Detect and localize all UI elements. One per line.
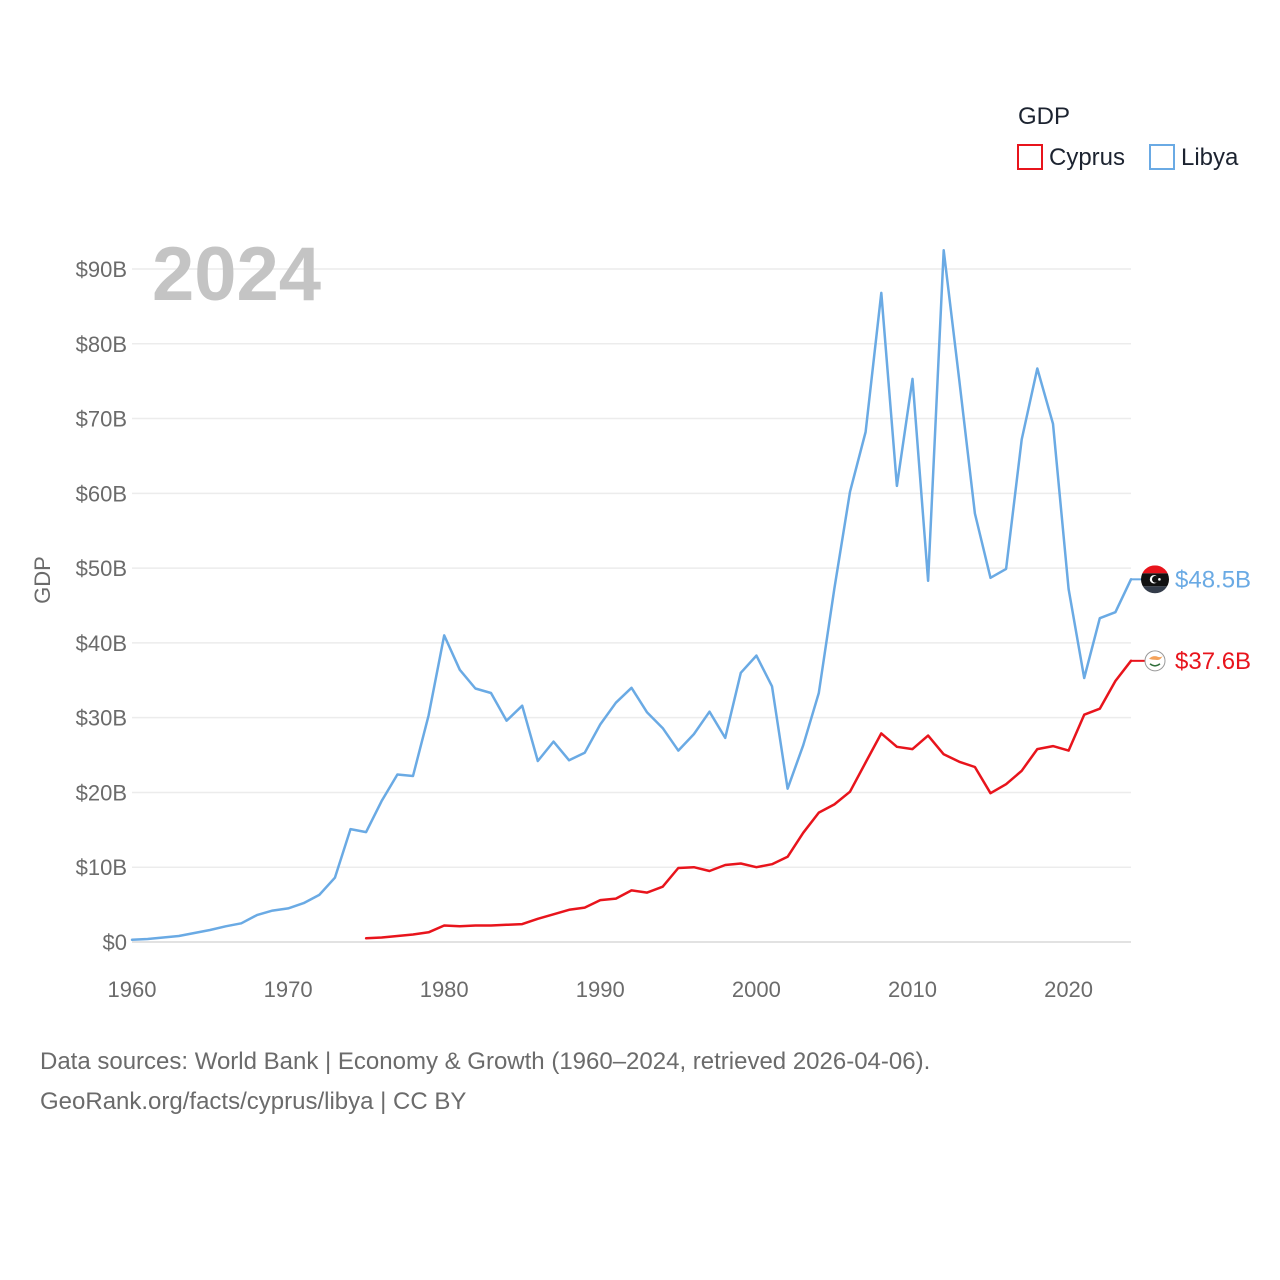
x-tick-label: 1980 — [420, 977, 469, 1002]
end-marker-cyprus: $37.6B — [1131, 648, 1251, 675]
y-tick-label: $70B — [76, 407, 127, 432]
y-tick-label: $50B — [76, 556, 127, 581]
series-lines — [130, 249, 1133, 942]
legend-swatch-cyprus[interactable] — [1017, 144, 1043, 170]
y-tick-label: $40B — [76, 631, 127, 656]
cyprus-end-value-label: $37.6B — [1175, 648, 1251, 675]
gdp-line-chart: GDP Cyprus Libya $0$10B$20B$30B$40B$50B$… — [30, 103, 1251, 1002]
end-marker-libya: $48.5B — [1131, 565, 1251, 594]
x-tick-label: 2010 — [888, 977, 937, 1002]
year-label: 2024 — [152, 232, 321, 317]
x-tick-label: 2000 — [732, 977, 781, 1002]
legend-swatch-libya[interactable] — [1149, 144, 1175, 170]
libya-flag-icon — [1141, 565, 1169, 594]
gridlines — [132, 268, 1131, 943]
y-tick-label: $0 — [103, 930, 127, 955]
y-axis-ticks: $0 $10B $20B $30B $40B $50B $60B $70B $80B $90B — [76, 257, 127, 955]
legend-title: GDP — [1018, 103, 1070, 130]
y-tick-label: $10B — [76, 855, 127, 880]
x-tick-label: 1970 — [264, 977, 313, 1002]
libya-end-value-label: $48.5B — [1175, 566, 1251, 593]
data-source-line: Data sources: World Bank | Economy & Gro… — [40, 1048, 931, 1075]
x-tick-label: 2020 — [1044, 977, 1093, 1002]
y-tick-label: $60B — [76, 481, 127, 506]
y-tick-label: $20B — [76, 780, 127, 805]
cyprus-flag-icon — [1144, 650, 1166, 672]
y-tick-label: $30B — [76, 706, 127, 731]
data-source-note: Data sources: World Bank | Economy & Gro… — [40, 1042, 930, 1122]
x-axis-ticks: 1960 1970 1980 1990 2000 2010 2020 — [108, 977, 1094, 1002]
legend-label-cyprus[interactable]: Cyprus — [1049, 144, 1125, 171]
attribution-line[interactable]: GeoRank.org/facts/cyprus/libya | CC BY — [40, 1088, 467, 1115]
y-axis-title: GDP — [30, 556, 55, 604]
series-line-libya[interactable] — [130, 249, 1133, 942]
legend-label-libya[interactable]: Libya — [1181, 144, 1239, 171]
x-tick-label: 1960 — [108, 977, 157, 1002]
legend: GDP Cyprus Libya — [1017, 103, 1239, 171]
series-line-cyprus[interactable] — [364, 659, 1133, 940]
x-tick-label: 1990 — [576, 977, 625, 1002]
y-tick-label: $90B — [76, 257, 127, 282]
y-tick-label: $80B — [76, 332, 127, 357]
